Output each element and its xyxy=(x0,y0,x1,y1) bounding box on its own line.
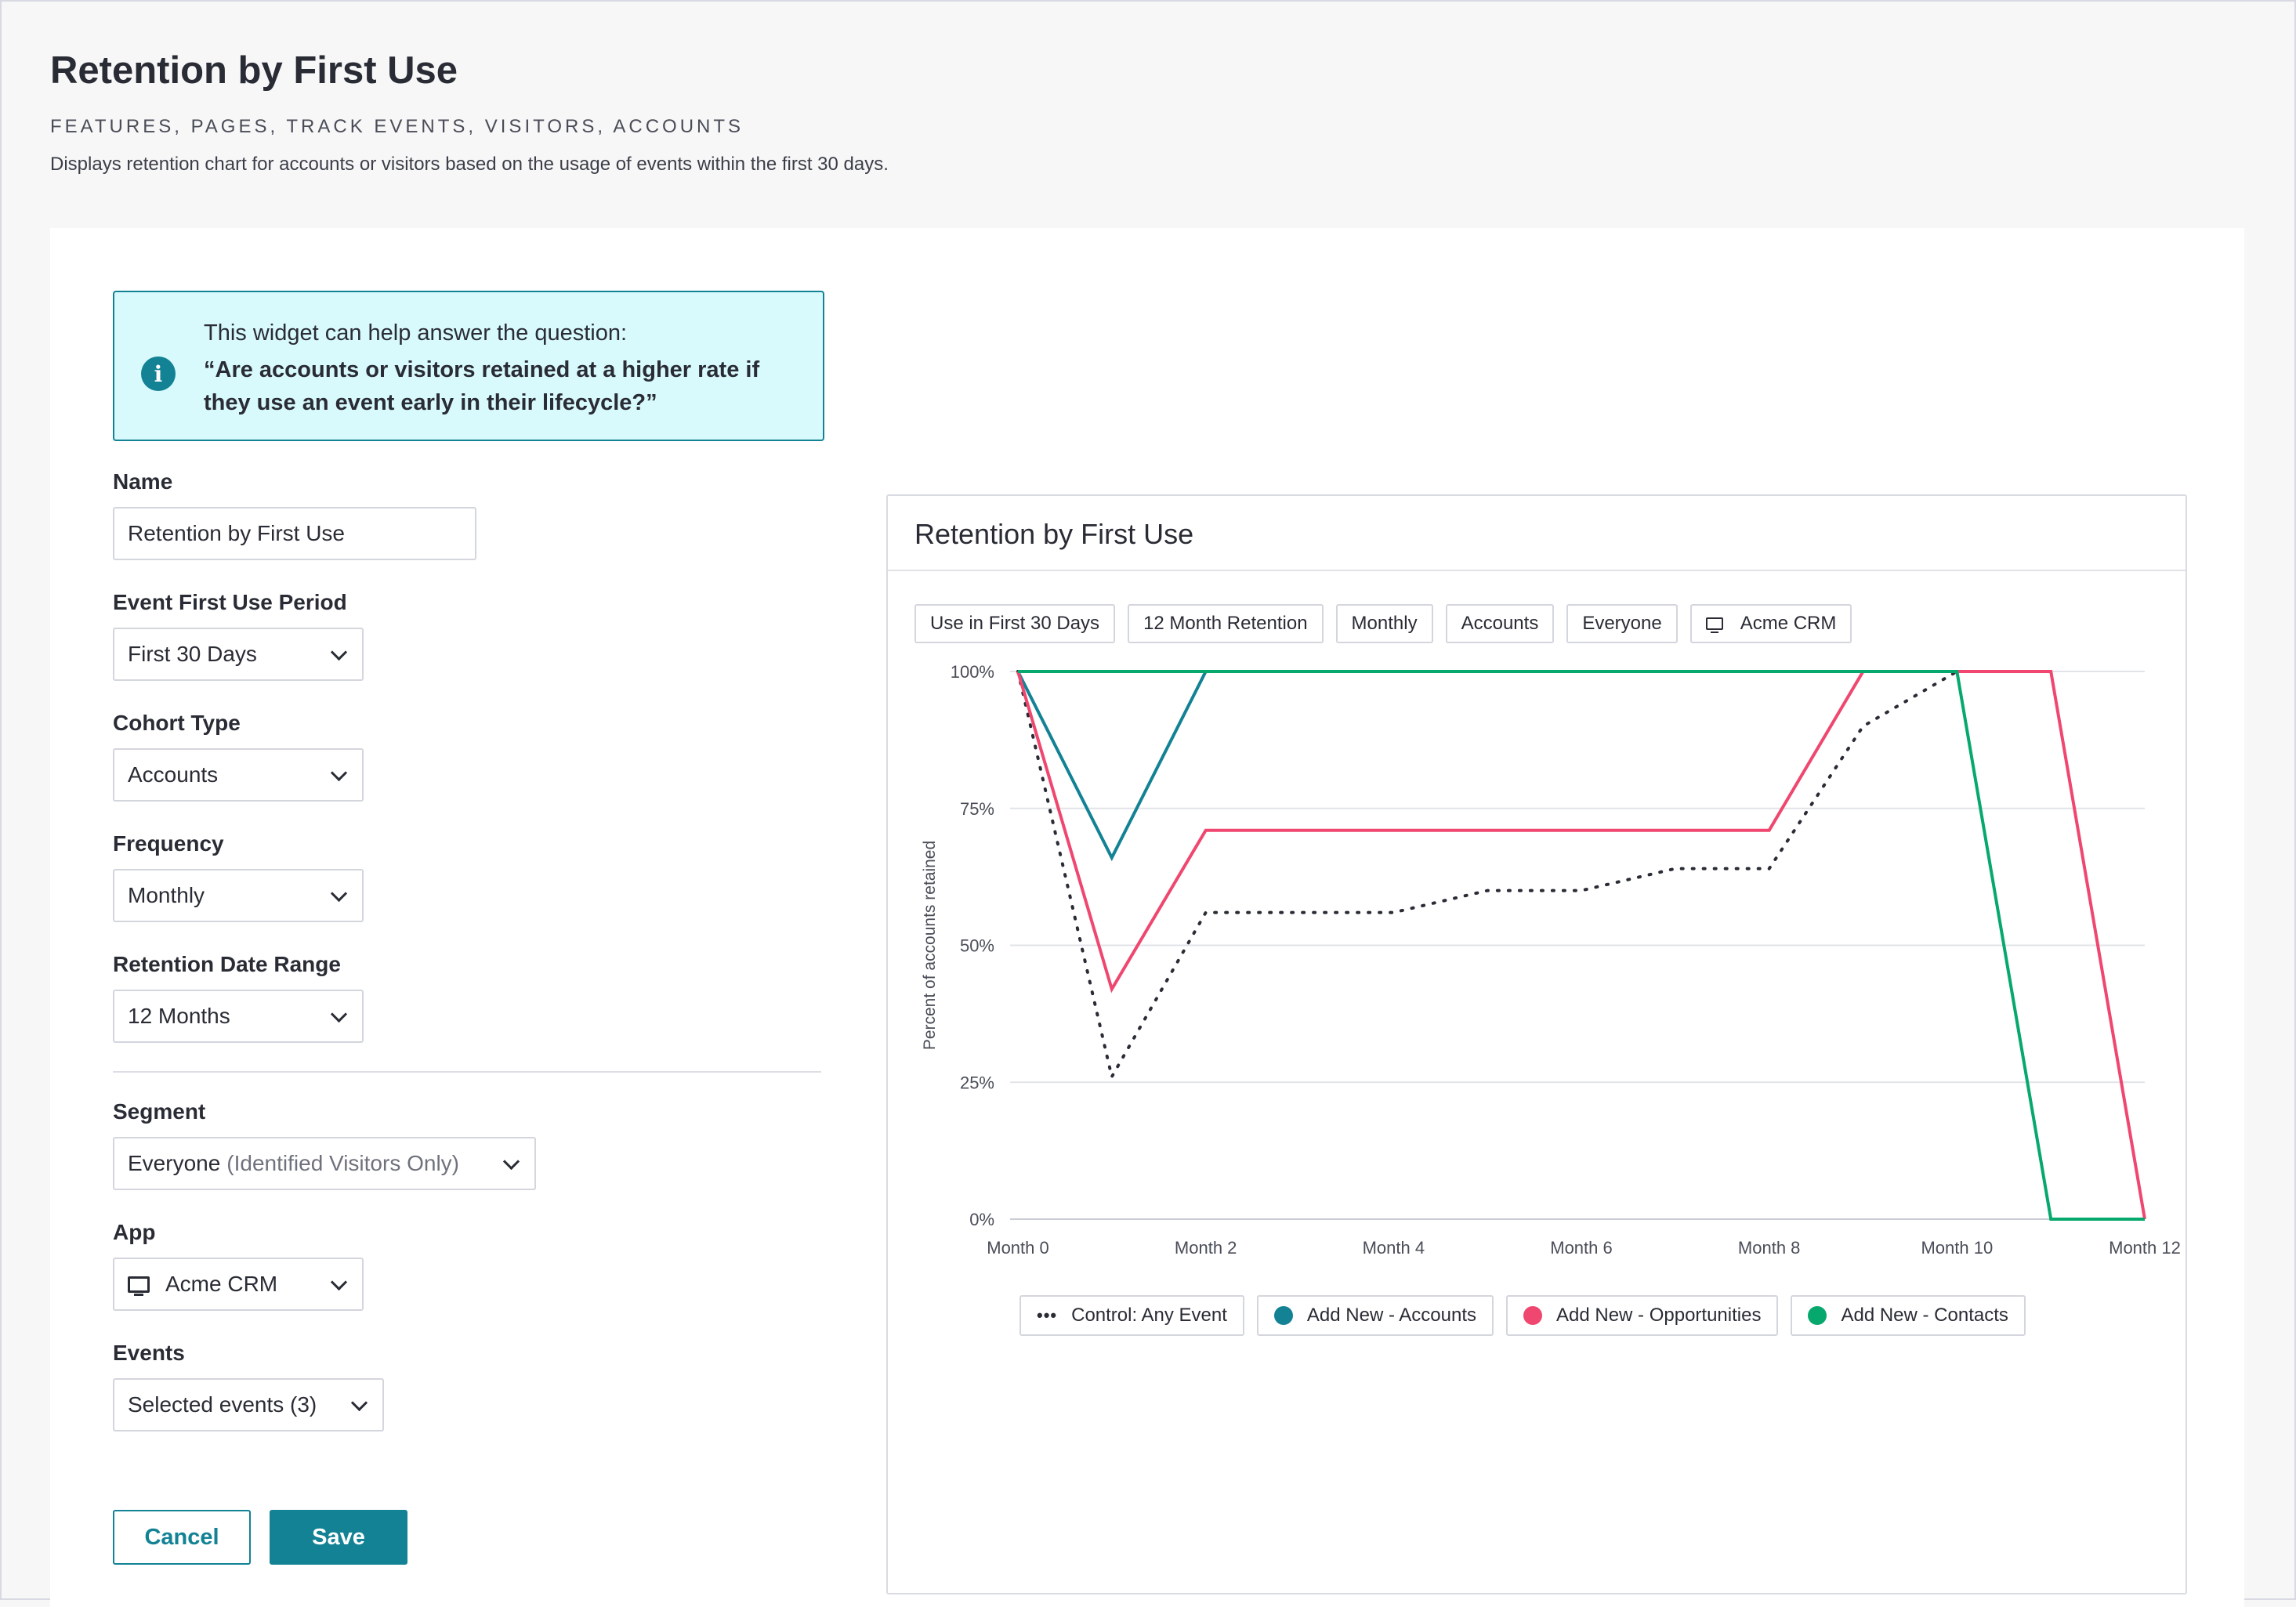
x-tick-label: Month 10 xyxy=(1921,1238,1993,1258)
chip-app[interactable]: Acme CRM xyxy=(1689,604,1852,643)
legend-item[interactable]: Add New - Opportunities xyxy=(1506,1295,1779,1336)
segment-label: Segment xyxy=(113,1099,206,1124)
chip-label: Use in First 30 Days xyxy=(930,613,1100,634)
app-select[interactable]: Acme CRM xyxy=(113,1258,364,1311)
x-tick-label: Month 6 xyxy=(1550,1238,1613,1258)
chevron-down-icon xyxy=(502,1153,520,1171)
page-description: Displays retention chart for accounts or… xyxy=(50,154,889,175)
y-tick-label: 25% xyxy=(960,1073,994,1092)
page-title: Retention by First Use xyxy=(50,49,458,92)
callout-intro: This widget can help answer the question… xyxy=(204,320,628,346)
chart-preview-card: Retention by First Use Use in First 30 D… xyxy=(886,494,2187,1594)
legend-label: Add New - Accounts xyxy=(1306,1305,1476,1326)
y-tick-label: 100% xyxy=(951,662,994,682)
chevron-down-icon xyxy=(330,885,348,903)
chip-label: Accounts xyxy=(1461,613,1539,634)
cohort-type-select[interactable]: Accounts xyxy=(113,748,364,802)
legend-label: Control: Any Event xyxy=(1071,1305,1227,1326)
name-input[interactable]: Retention by First Use xyxy=(113,507,476,560)
monitor-icon xyxy=(128,1276,150,1296)
legend-item[interactable]: Add New - Contacts xyxy=(1791,1295,2026,1336)
first-use-period-label: Event First Use Period xyxy=(113,590,347,614)
series-line-control-any-event xyxy=(1016,670,1959,1081)
legend-label: Add New - Opportunities xyxy=(1556,1305,1762,1326)
series-line-add-new-contacts xyxy=(1018,670,2145,1221)
chevron-down-icon xyxy=(330,764,348,782)
segment-value: Everyone xyxy=(128,1151,221,1175)
y-tick-label: 50% xyxy=(960,936,994,956)
chart-legend: ••• Control: Any Event Add New - Accounts A… xyxy=(1019,1295,2026,1336)
legend-label: Add New - Contacts xyxy=(1841,1305,2008,1326)
name-input-value: Retention by First Use xyxy=(128,521,345,545)
legend-swatch xyxy=(1808,1306,1827,1325)
first-use-period-value: First 30 Days xyxy=(128,642,257,666)
chevron-down-icon xyxy=(330,1005,348,1023)
widget-config-card: i This widget can help answer the questi… xyxy=(50,228,2244,1607)
segment-select[interactable]: Everyone (Identified Visitors Only) xyxy=(113,1137,536,1190)
name-label: Name xyxy=(113,469,173,494)
chevron-down-icon xyxy=(330,1273,348,1291)
legend-item[interactable]: ••• Control: Any Event xyxy=(1019,1295,1244,1336)
callout-question: “Are accounts or visitors retained at a … xyxy=(204,357,760,415)
events-select[interactable]: Selected events (3) xyxy=(113,1378,384,1431)
retention-range-select[interactable]: 12 Months xyxy=(113,990,364,1043)
x-tick-label: Month 2 xyxy=(1175,1238,1237,1258)
chip-frequency[interactable]: Monthly xyxy=(1335,604,1433,643)
events-label: Events xyxy=(113,1341,185,1365)
first-use-period-select[interactable]: First 30 Days xyxy=(113,628,364,681)
chip-label: Everyone xyxy=(1582,613,1662,634)
events-value: Selected events (3) xyxy=(128,1392,317,1417)
chip-label: 12 Month Retention xyxy=(1143,613,1308,634)
app-value: Acme CRM xyxy=(165,1272,278,1296)
y-axis-label: Percent of accounts retained xyxy=(921,841,939,1050)
cohort-type-label: Cohort Type xyxy=(113,711,241,735)
cancel-button[interactable]: Cancel xyxy=(113,1510,251,1565)
monitor-icon xyxy=(1705,617,1723,633)
info-icon: i xyxy=(141,357,176,391)
chip-label: Monthly xyxy=(1351,613,1418,634)
legend-swatch xyxy=(1523,1306,1542,1325)
y-tick-label: 0% xyxy=(969,1210,994,1229)
chip-cohort-type[interactable]: Accounts xyxy=(1445,604,1555,643)
x-tick-label: Month 8 xyxy=(1738,1238,1801,1258)
save-button[interactable]: Save xyxy=(270,1510,407,1565)
chevron-down-icon xyxy=(350,1394,368,1412)
chart-filter-chips: Use in First 30 Days 12 Month Retention … xyxy=(914,604,1852,643)
info-callout: i This widget can help answer the questi… xyxy=(113,291,824,441)
frequency-select[interactable]: Monthly xyxy=(113,869,364,922)
chip-segment[interactable]: Everyone xyxy=(1566,604,1678,643)
retention-line-chart: 100% 75% 50% 25% 0% Month 0 Month 2 Month 4 Mont… xyxy=(921,662,2181,1258)
retention-range-label: Retention Date Range xyxy=(113,952,341,976)
x-tick-label: Month 0 xyxy=(987,1238,1049,1258)
frequency-value: Monthly xyxy=(128,883,205,907)
y-tick-label: 75% xyxy=(960,799,994,819)
form-divider xyxy=(113,1071,821,1073)
frequency-label: Frequency xyxy=(113,831,224,856)
chip-label: Acme CRM xyxy=(1740,613,1837,634)
chart-title-divider xyxy=(888,570,2186,571)
cohort-type-value: Accounts xyxy=(128,762,219,787)
retention-range-value: 12 Months xyxy=(128,1004,230,1028)
app-label: App xyxy=(113,1220,156,1244)
chevron-down-icon xyxy=(330,643,348,661)
chart-title: Retention by First Use xyxy=(914,518,1194,550)
chip-retention-range[interactable]: 12 Month Retention xyxy=(1128,604,1324,643)
legend-swatch xyxy=(1273,1306,1293,1325)
page-tags: FEATURES, PAGES, TRACK EVENTS, VISITORS,… xyxy=(50,116,744,137)
legend-item[interactable]: Add New - Accounts xyxy=(1256,1295,1494,1336)
x-tick-label: Month 4 xyxy=(1363,1238,1425,1258)
x-tick-label: Month 12 xyxy=(2109,1238,2181,1258)
segment-qualifier: (Identified Visitors Only) xyxy=(226,1151,460,1175)
chip-first-use-period[interactable]: Use in First 30 Days xyxy=(914,604,1116,643)
legend-swatch: ••• xyxy=(1037,1305,1058,1325)
